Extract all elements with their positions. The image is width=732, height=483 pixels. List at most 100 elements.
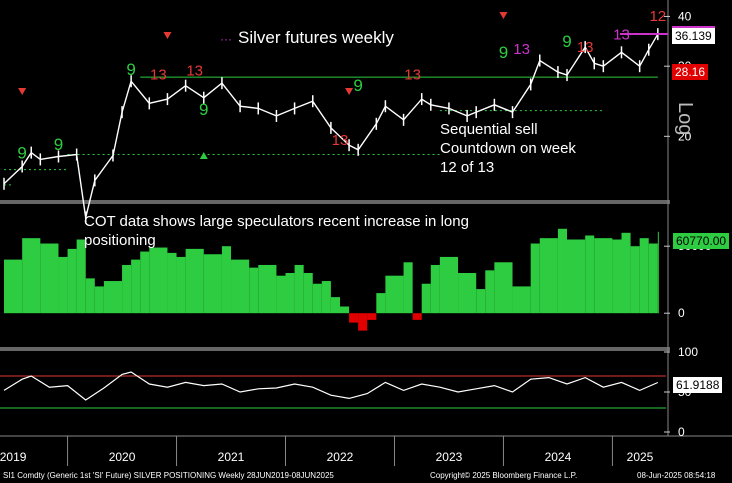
- setup-count: 13: [186, 63, 203, 80]
- down-arrow-icon: [499, 12, 508, 19]
- setup-count: 9: [54, 135, 63, 154]
- footer-source: SI1 Comdty (Generic 1st 'SI' Future) SIL…: [3, 471, 334, 480]
- cot-bar: [67, 248, 77, 314]
- panel-divider-2: [0, 347, 670, 351]
- setup-count: 13: [613, 27, 630, 44]
- x-tick-label: 2019: [0, 450, 27, 464]
- cot-bars: [4, 228, 659, 331]
- rsi-series: [0, 371, 666, 409]
- rsi-tick-label: 0: [678, 425, 685, 439]
- cot-bar: [557, 228, 568, 314]
- price-last-tag: 36.139: [672, 26, 715, 44]
- rsi-tick-label: 100: [678, 345, 698, 359]
- cot-bar: [621, 232, 631, 314]
- cot-bar: [639, 238, 649, 314]
- x-tick-label: 2022: [327, 450, 354, 464]
- cot-bar: [439, 256, 459, 314]
- setup-count: 13: [150, 66, 167, 83]
- cot-bar: [131, 259, 141, 314]
- down-arrow-icon: [345, 88, 354, 95]
- price-tick-label: 40: [678, 9, 692, 23]
- cot-bar: [339, 306, 350, 314]
- cot-bar: [85, 278, 95, 314]
- cot-bar: [149, 247, 168, 314]
- cot-bar: [412, 313, 422, 320]
- cot-bar: [630, 246, 640, 314]
- price-level-tag: 28.16: [672, 64, 709, 80]
- cot-bar: [40, 243, 59, 314]
- log-scale-label: Log: [674, 102, 696, 136]
- footer-timestamp: 08-Jun-2025 08:54:18: [637, 471, 716, 480]
- setup-count: 12: [649, 8, 666, 25]
- x-tick-label: 2024: [545, 450, 572, 464]
- cot-bar: [221, 246, 232, 314]
- cot-bar: [421, 283, 431, 314]
- support-levels: [4, 76, 658, 186]
- cot-bar: [185, 248, 204, 314]
- cot-bar: [567, 239, 586, 314]
- setup-count: 13: [332, 132, 349, 149]
- cot-bar: [258, 264, 277, 314]
- setup-count: 9: [562, 32, 571, 51]
- cot-bar: [231, 259, 250, 314]
- cot-bar: [648, 243, 658, 314]
- setup-count: 13: [404, 66, 421, 83]
- cot-bar: [176, 256, 186, 314]
- cot-bar: [430, 264, 440, 314]
- cot-bar: [203, 254, 222, 314]
- cot-bar: [330, 297, 340, 314]
- cot-bar: [285, 273, 295, 314]
- cot-bar: [303, 273, 313, 314]
- cot-bar: [122, 264, 132, 314]
- x-tick-label: 2020: [109, 450, 136, 464]
- cot-bar: [494, 262, 513, 314]
- cot-bar: [103, 281, 123, 314]
- rsi-last-tag: 61.9188: [673, 377, 723, 393]
- setup-count: 13: [513, 41, 530, 58]
- cot-bar: [612, 239, 622, 314]
- cot-tick-label: 0: [678, 306, 685, 320]
- x-tick-label: 2023: [436, 450, 463, 464]
- up-arrow-icon: [199, 152, 208, 159]
- cot-last-tag: 60770.00: [673, 233, 730, 249]
- x-tick-label: 2025: [627, 450, 654, 464]
- cot-bar: [376, 293, 386, 314]
- setup-count: 9: [17, 143, 26, 162]
- cot-bar: [358, 313, 368, 331]
- legend-dot: ···: [220, 32, 232, 46]
- setup-count: 9: [499, 43, 508, 62]
- cot-bar: [167, 252, 177, 314]
- x-tick-label: 2021: [218, 450, 245, 464]
- panel-divider-1: [0, 200, 670, 204]
- sequential-note: Sequential sell Countdown on week 12 of …: [440, 121, 576, 176]
- cot-bar: [4, 259, 23, 314]
- cot-bar: [367, 313, 377, 320]
- footer-copyright: Copyright© 2025 Bloomberg Finance L.P.: [430, 471, 578, 480]
- cot-note: COT data shows large speculators recent …: [84, 213, 469, 249]
- cot-bar: [530, 243, 540, 314]
- cot-bar: [140, 251, 150, 314]
- price-series: [3, 28, 668, 224]
- down-arrow-icon: [163, 32, 172, 39]
- demark-counts: 9 9 9 13 13 9 13 9 13 9 13 9 13 13 12: [17, 8, 666, 163]
- cot-bar: [485, 270, 495, 314]
- price-tick-label: 20: [678, 129, 692, 143]
- cot-bar: [594, 238, 613, 314]
- setup-count: 9: [126, 60, 135, 79]
- cot-bar: [539, 238, 558, 314]
- cot-bar: [76, 239, 86, 314]
- setup-count: 9: [353, 76, 362, 95]
- cot-bar: [22, 238, 41, 314]
- cot-bar: [585, 235, 595, 314]
- setup-count: 13: [577, 39, 594, 56]
- cot-bar: [276, 275, 286, 314]
- cot-bar: [58, 256, 68, 314]
- chart-title: Silver futures weekly: [238, 28, 394, 47]
- cot-bar: [249, 267, 259, 314]
- setup-count: 9: [199, 100, 208, 119]
- cot-bar: [294, 264, 304, 314]
- cot-bar: [657, 231, 659, 314]
- cot-bar: [385, 275, 404, 314]
- panel-frame: [0, 0, 732, 437]
